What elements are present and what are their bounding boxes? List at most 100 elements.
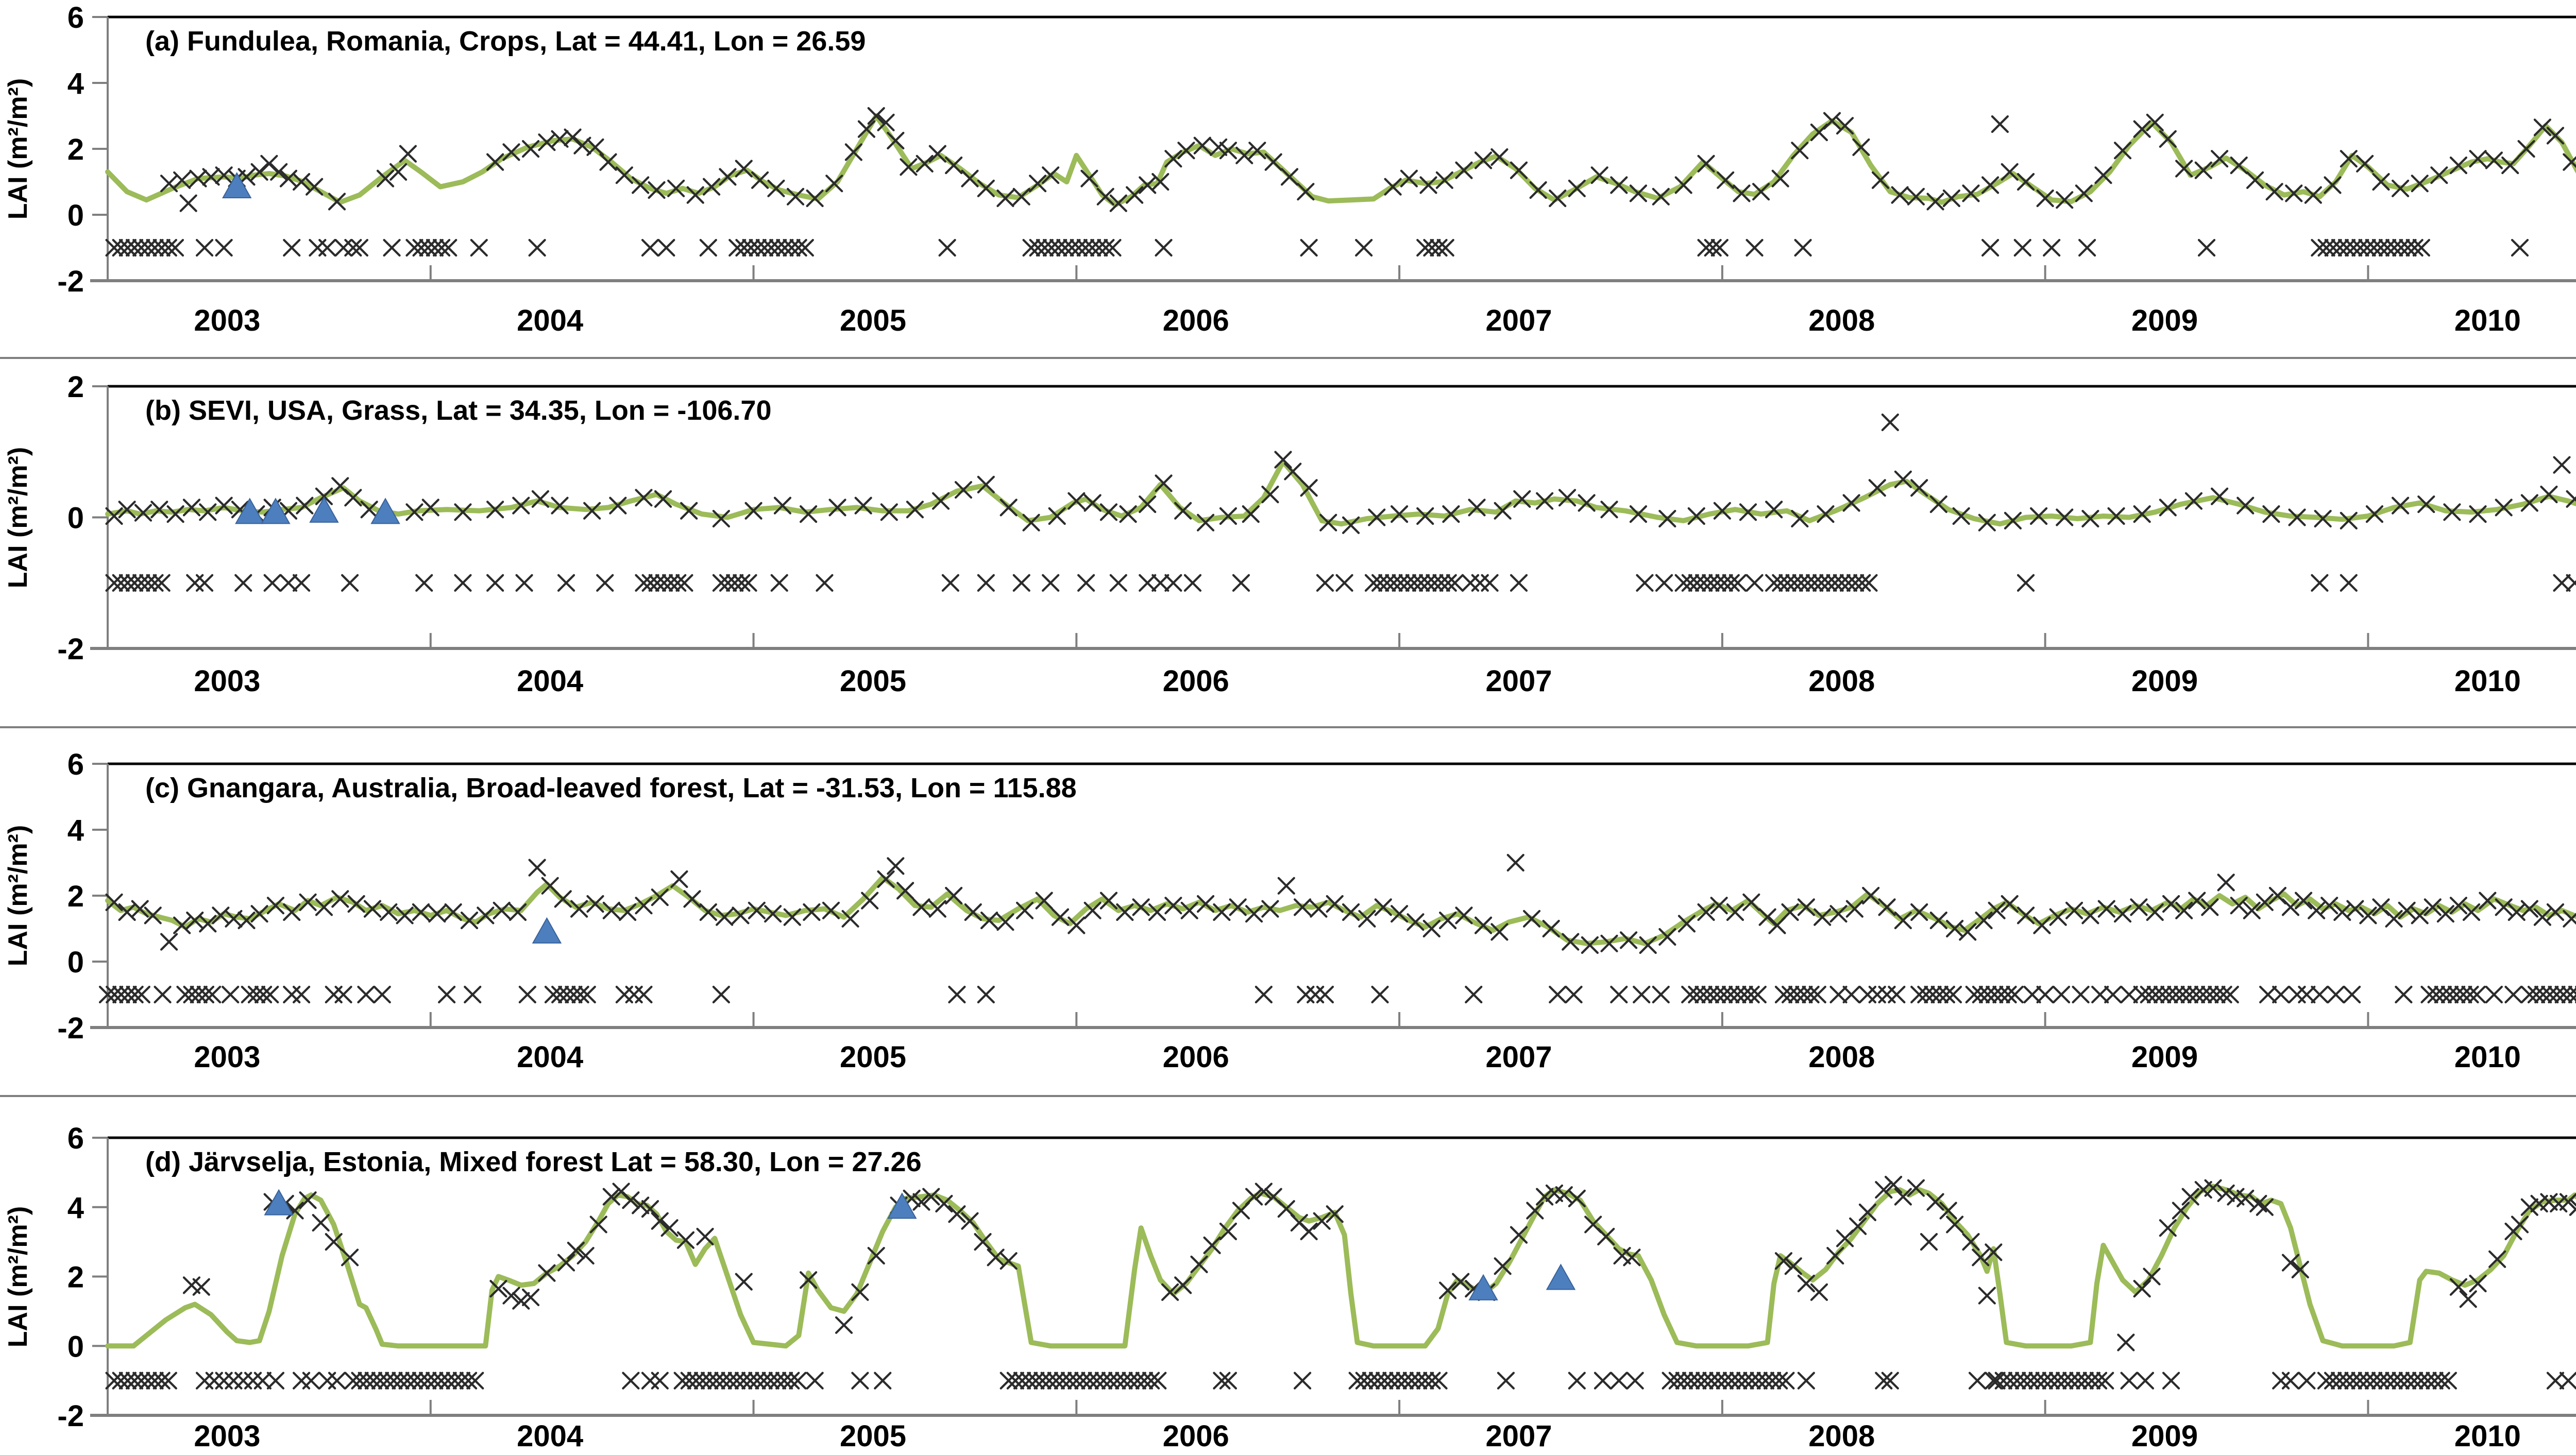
flag-x-marker [1061, 1372, 1079, 1390]
obs-x-marker [935, 1194, 953, 1213]
panel-d: 6420-22003200420052006200720082009201020… [3, 1122, 2576, 1453]
obs-x-marker [2049, 908, 2067, 926]
flag-x-marker [2548, 985, 2566, 1004]
flag-x-marker [405, 1372, 423, 1390]
obs-x-marker [2294, 892, 2313, 910]
flag-x-marker [2140, 985, 2158, 1004]
obs-x-marker [954, 481, 973, 499]
obs-x-marker [173, 171, 191, 189]
obs-x-marker [1042, 166, 1060, 184]
flag-x-marker [364, 1372, 382, 1390]
x-tick-label: 2006 [1163, 1040, 1229, 1074]
flag-x-marker [132, 985, 150, 1004]
obs-x-marker [1929, 495, 1947, 513]
flag-x-marker [1076, 238, 1094, 257]
obs-x-marker [2459, 1290, 2477, 1308]
flag-x-marker [596, 574, 614, 592]
obs-x-marker [1029, 175, 1047, 193]
obs-x-marker [1959, 923, 1977, 941]
flag-x-marker [571, 985, 589, 1004]
obs-x-marker [1891, 186, 1909, 204]
flag-x-marker [2194, 985, 2212, 1004]
obs-x-marker [1978, 1287, 1996, 1305]
flag-x-marker [761, 1372, 779, 1390]
obs-x-marker [2107, 507, 2125, 525]
obs-x-marker [2424, 898, 2442, 916]
obs-x-marker [1981, 176, 1999, 194]
obs-x-marker [861, 892, 879, 910]
obs-x-marker [1774, 1252, 1793, 1270]
flag-x-marker [2298, 1372, 2316, 1390]
flag-x-marker [1626, 1372, 1644, 1390]
flag-x-marker [721, 1372, 739, 1390]
obs-x-marker [2398, 901, 2416, 919]
panel-b: 20-2200320042005200620072008200920102011… [3, 370, 2576, 698]
flag-x-marker [1426, 574, 1444, 592]
obs-x-marker [1116, 903, 1134, 921]
obs-x-marker [1791, 509, 1809, 528]
obs-x-marker [803, 903, 821, 921]
flag-x-marker [675, 574, 693, 592]
obs-x-marker [2520, 494, 2538, 512]
obs-x-marker [1126, 186, 1144, 204]
obs-x-marker [1326, 1205, 1344, 1223]
obs-x-marker [1083, 494, 1101, 512]
obs-x-marker [800, 505, 818, 523]
obs-x-marker [2417, 495, 2435, 513]
flag-x-marker [432, 238, 451, 257]
panel-d-lai-line [105, 1184, 2576, 1349]
flag-x-marker [292, 985, 311, 1004]
obs-x-marker [1852, 138, 1870, 156]
flag-x-marker [775, 1372, 793, 1390]
obs-x-marker [2563, 910, 2576, 928]
flag-x-marker [2043, 238, 2061, 257]
panel-d-title: (d) Järvselja, Estonia, Mixed forest Lat… [145, 1146, 922, 1177]
flag-x-marker [2399, 238, 2417, 257]
obs-x-marker [344, 489, 362, 507]
obs-x-marker [1510, 161, 1528, 179]
obs-x-marker [786, 187, 805, 206]
obs-x-marker [150, 501, 168, 519]
obs-x-marker [1248, 142, 1266, 160]
ground-lai-triangle-marker [370, 498, 400, 524]
ground-lai-triangle-marker [235, 498, 265, 524]
obs-x-marker [744, 502, 762, 520]
x-tick-label: 2004 [517, 304, 583, 337]
flag-x-marker [1710, 238, 1728, 257]
flag-x-marker [2042, 1372, 2060, 1390]
flag-x-marker [2146, 985, 2165, 1004]
obs-x-marker [806, 189, 824, 208]
flag-x-marker [1362, 1372, 1380, 1390]
flag-x-marker [1668, 1372, 1686, 1390]
obs-x-marker [1513, 490, 1531, 508]
obs-x-marker [2230, 156, 2248, 175]
flag-x-marker [1695, 574, 1713, 592]
obs-x-marker [577, 1246, 595, 1265]
obs-x-marker [2288, 508, 2306, 526]
obs-x-marker [2159, 130, 2177, 148]
panel-c-axes: 6420-22003200420052006200720082009201020… [57, 748, 2576, 1074]
obs-x-marker [1810, 1283, 1828, 1301]
obs-x-marker [1494, 1257, 1512, 1275]
flag-x-marker [419, 238, 437, 257]
flag-x-marker [1369, 1372, 1387, 1390]
panel-b-triangle-markers [235, 496, 400, 524]
flag-x-marker [1808, 985, 1826, 1004]
obs-x-marker [999, 1252, 1018, 1270]
x-tick-label: 2005 [840, 1040, 906, 1074]
obs-x-marker [1155, 474, 1173, 492]
panel-c-triangle-markers [532, 917, 562, 944]
flag-x-marker [1688, 574, 1706, 592]
obs-x-marker [2184, 492, 2203, 510]
flag-x-marker [735, 1372, 753, 1390]
flag-x-marker [1715, 985, 1733, 1004]
flag-x-marker [1979, 985, 1997, 1004]
flag-x-marker [1689, 1372, 1707, 1390]
flag-x-marker [651, 1372, 669, 1390]
flag-x-marker [2208, 985, 2226, 1004]
flag-x-marker [739, 574, 757, 592]
obs-x-marker [1391, 905, 1409, 923]
flag-x-marker [727, 1372, 746, 1390]
obs-x-marker [531, 490, 549, 508]
